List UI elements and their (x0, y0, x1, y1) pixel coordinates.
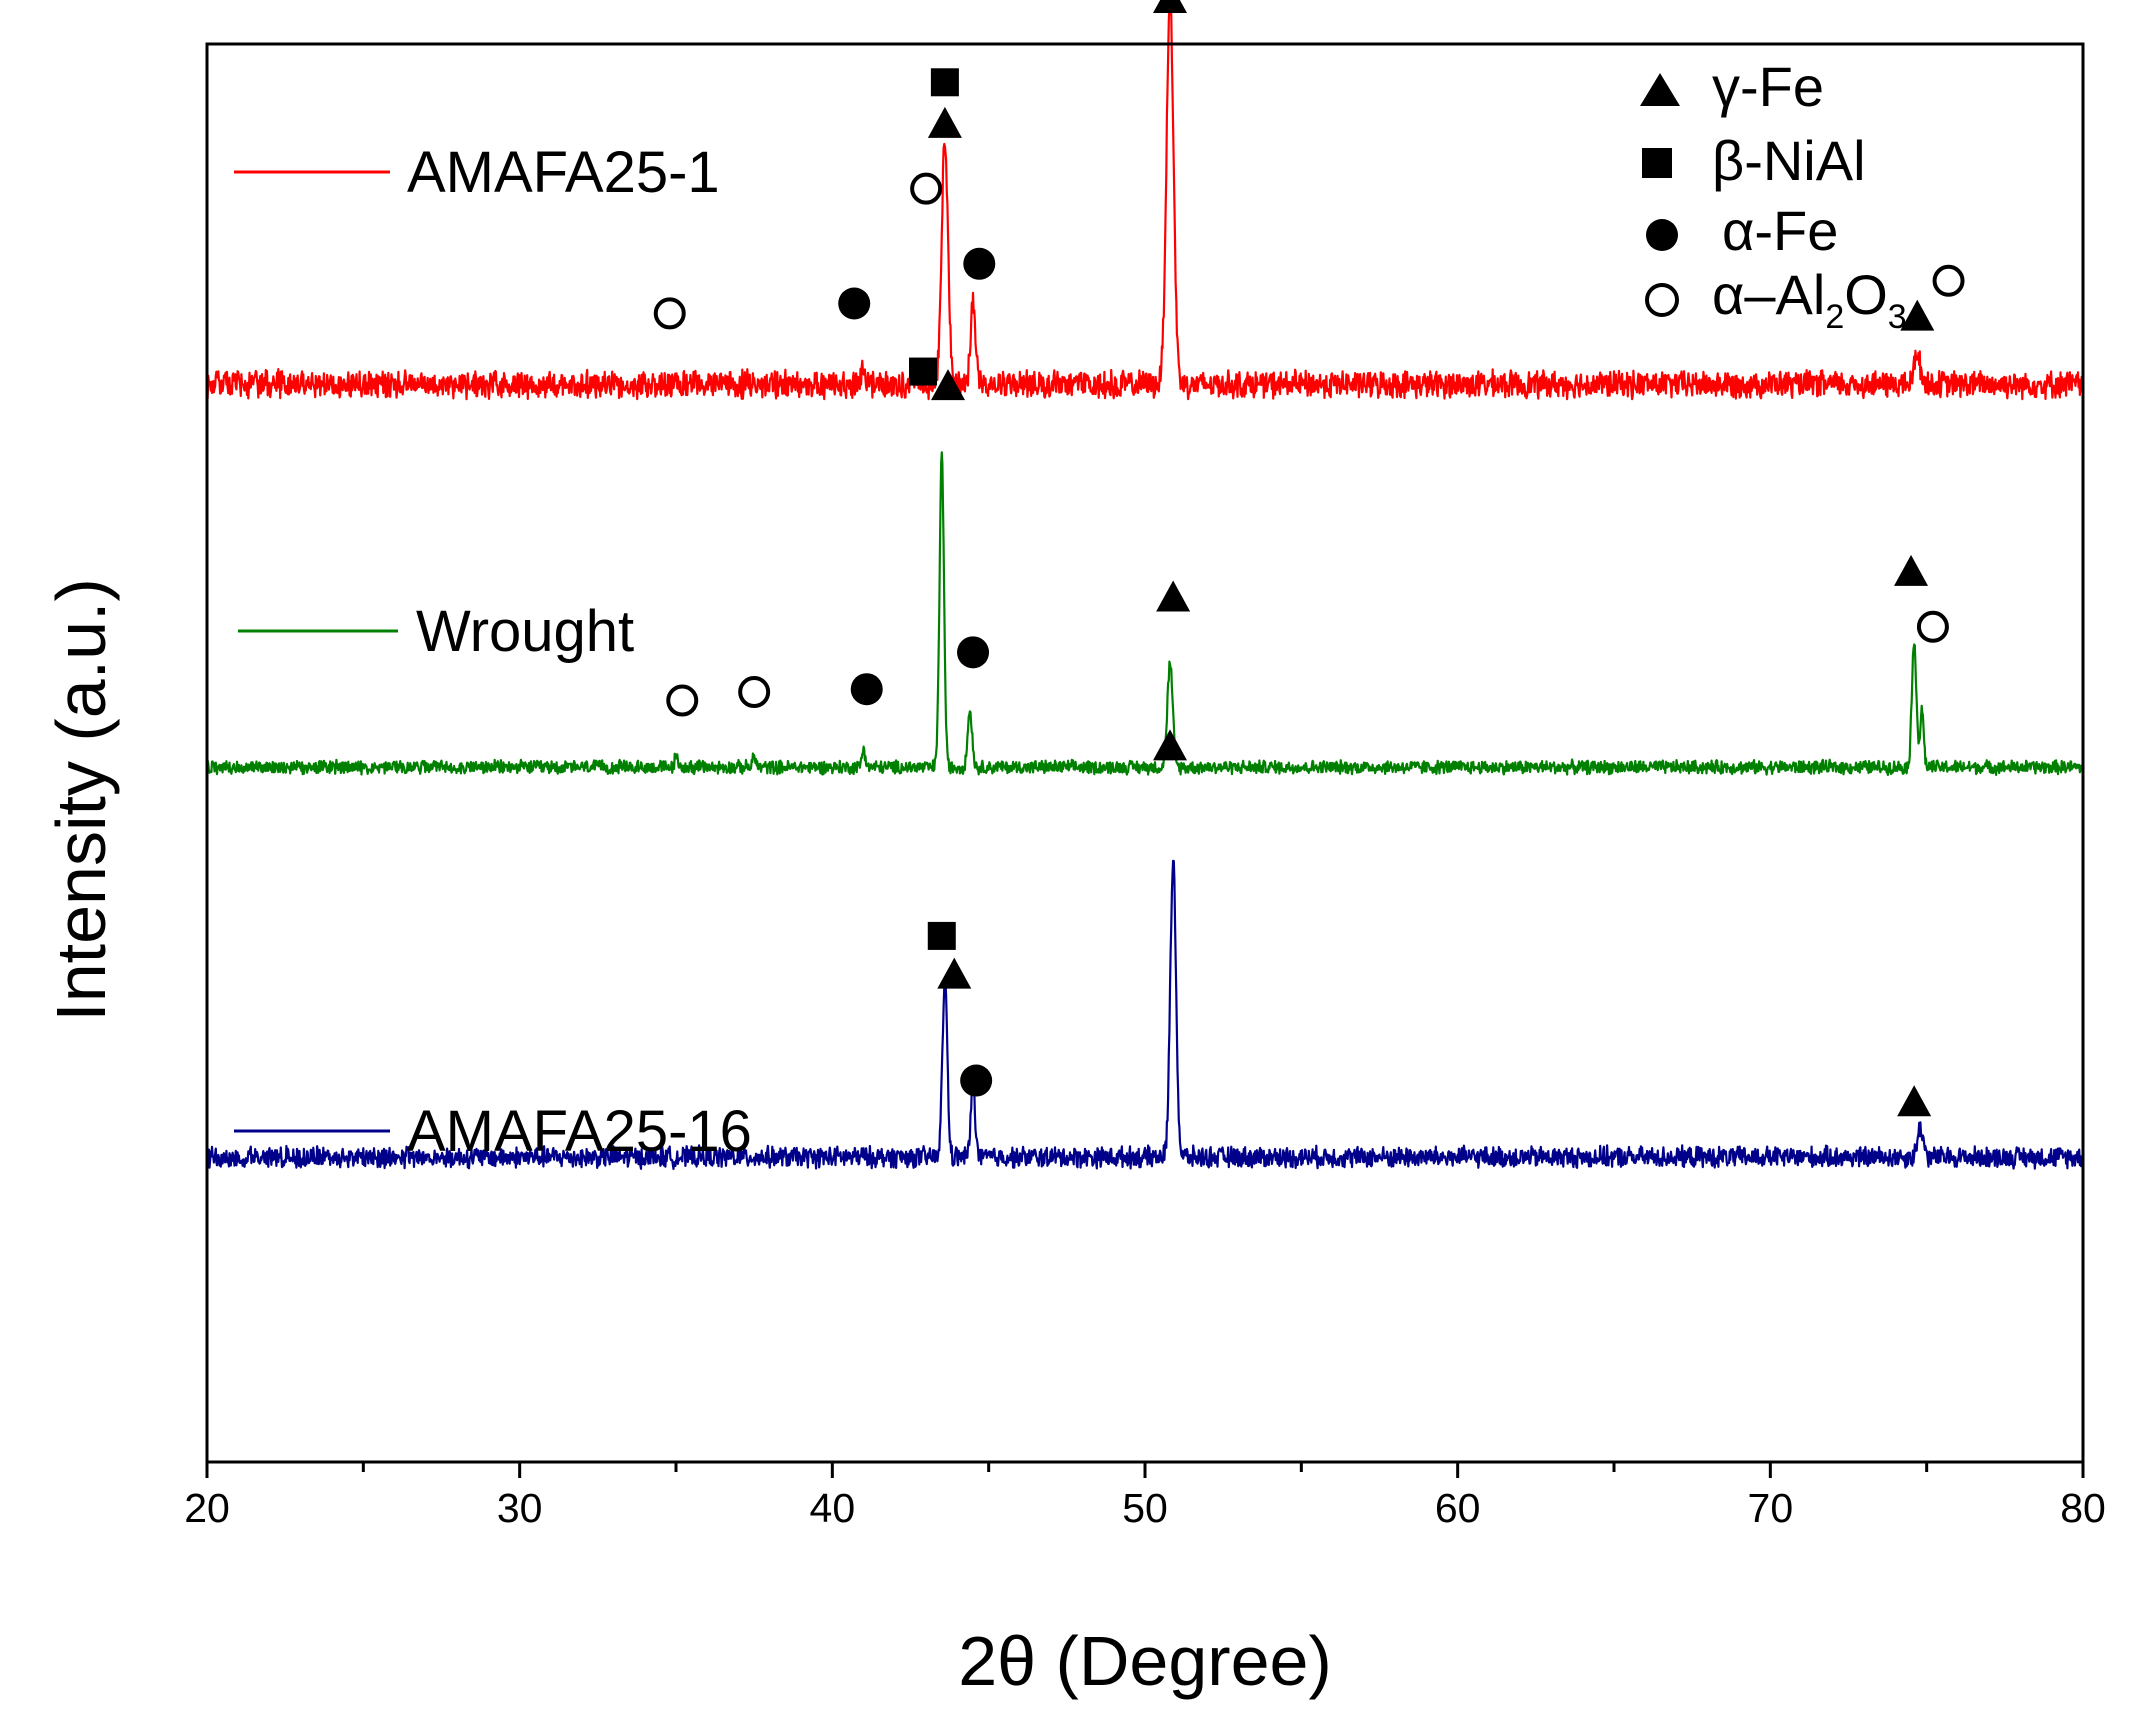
series-line-wrought (205, 451, 2085, 777)
legend-label-gamma-fe: γ-Fe (1712, 55, 1824, 118)
series-label-amafa25-1: AMAFA25-1 (234, 140, 720, 205)
x-tick-label: 70 (1748, 1485, 1794, 1531)
series-label-wrought: Wrought (238, 599, 634, 664)
gamma-fe-triangle-marker (1153, 729, 1188, 761)
series-name-amafa25-16: AMAFA25-16 (407, 1099, 752, 1164)
annotation-markers (653, 0, 1965, 1117)
legend-item-alpha-fe: α-Fe (1646, 199, 1838, 262)
gamma-fe-triangle-marker (937, 957, 972, 989)
x-axis-title: 2θ (Degree) (958, 1622, 1332, 1700)
y-axis-title: Intensity (a.u.) (42, 578, 120, 1022)
legend-al2o3-part-1: α–Al (1712, 263, 1825, 326)
open-circle-icon (1645, 283, 1679, 317)
alpha-fe-filled-circle-marker (838, 287, 871, 320)
gamma-fe-triangle-marker (1156, 580, 1191, 612)
legend-label-alpha-al2o3: α–Al2O3 (1712, 263, 1907, 336)
alpha-al2o3-open-circle-marker (738, 676, 771, 709)
x-tick-label: 30 (497, 1485, 543, 1531)
alpha-fe-filled-circle-marker (963, 247, 996, 280)
alpha-al2o3-open-circle-marker (666, 684, 699, 717)
legend-al2o3-subscript-2: 2 (1825, 298, 1844, 336)
legend-item-alpha-al2o3: α–Al2O3 (1645, 263, 1907, 336)
series-label-amafa25-16: AMAFA25-16 (234, 1099, 752, 1164)
gamma-fe-triangle-marker (1894, 554, 1929, 586)
gamma-fe-triangle-marker (1153, 0, 1188, 14)
gamma-fe-triangle-marker (927, 106, 962, 138)
alpha-fe-filled-circle-marker (850, 673, 883, 706)
series-line-amafa25-1 (205, 3, 2085, 401)
beta-nial-square-marker (909, 357, 938, 386)
x-tick-label: 50 (1122, 1485, 1168, 1531)
beta-nial-square-marker (927, 921, 956, 950)
gamma-fe-triangle-marker (1900, 299, 1935, 331)
x-tick-label: 40 (810, 1485, 856, 1531)
phase-legend: γ-Fe β-NiAl α-Fe α–Al2O3 (1640, 55, 1907, 336)
alpha-al2o3-open-circle-marker (1916, 610, 1949, 643)
x-tick-label: 60 (1435, 1485, 1481, 1531)
alpha-al2o3-open-circle-marker (910, 172, 943, 205)
series-line-amafa25-16 (206, 859, 2085, 1171)
series-name-wrought: Wrought (416, 599, 634, 664)
legend-label-alpha-fe: α-Fe (1722, 199, 1838, 262)
legend-al2o3-part-2: O (1844, 263, 1888, 326)
alpha-al2o3-open-circle-marker (1932, 264, 1965, 297)
x-tick-label: 20 (184, 1485, 230, 1531)
filled-square-icon (1642, 148, 1672, 178)
gamma-fe-triangle-marker (931, 369, 966, 401)
filled-triangle-icon (1640, 73, 1680, 106)
x-axis-ticks: 20 30 40 50 60 70 80 (184, 1462, 2106, 1531)
legend-item-gamma-fe: γ-Fe (1640, 55, 1824, 118)
beta-nial-square-marker (930, 68, 959, 97)
x-tick-label: 80 (2060, 1485, 2106, 1531)
alpha-fe-filled-circle-marker (957, 636, 990, 669)
filled-circle-icon (1646, 219, 1678, 251)
legend-item-beta-nial: β-NiAl (1642, 129, 1866, 192)
alpha-al2o3-open-circle-marker (653, 297, 686, 330)
alpha-fe-filled-circle-marker (960, 1064, 993, 1097)
gamma-fe-triangle-marker (1897, 1085, 1932, 1117)
legend-al2o3-subscript-3: 3 (1888, 298, 1907, 336)
series-layer (205, 3, 2085, 1171)
series-name-amafa25-1: AMAFA25-1 (407, 140, 720, 205)
legend-label-beta-nial: β-NiAl (1712, 129, 1866, 192)
